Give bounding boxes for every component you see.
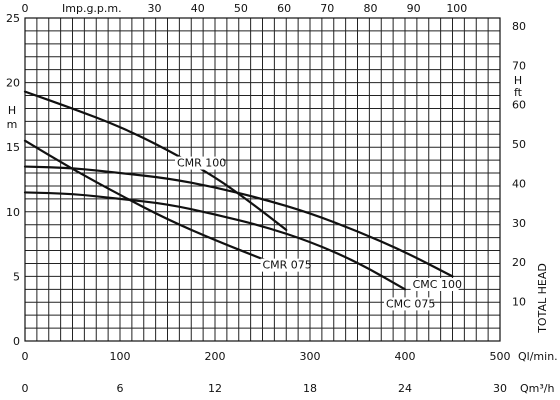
plot-frame bbox=[24, 17, 501, 342]
series-label: CMC 075 bbox=[386, 297, 435, 310]
y-right-tick-label: 70 bbox=[512, 59, 526, 72]
x-top-tick-label: 70 bbox=[320, 2, 334, 15]
chart-grid bbox=[24, 17, 501, 342]
y-right-tick-label: 20 bbox=[512, 256, 526, 269]
series-labels: CMR 100 CMR 075 CMC 100 CMC 075 bbox=[175, 156, 462, 311]
x-top-tick-label: 50 bbox=[234, 2, 248, 15]
y-left-axis-label: H bbox=[8, 104, 16, 117]
series-label: CMC 100 bbox=[413, 278, 462, 291]
y-right-axis-label: H bbox=[514, 74, 522, 87]
series-curves bbox=[23, 90, 454, 291]
y-right-axis-title: TOTAL HEAD bbox=[536, 263, 549, 334]
x-secondary-tick-label: 12 bbox=[208, 382, 222, 395]
y-left-axis-label: m bbox=[7, 118, 18, 131]
series-line-cmc-075 bbox=[23, 191, 407, 291]
x-tick-label: 300 bbox=[300, 350, 321, 363]
x-top-tick-label: 100 bbox=[446, 2, 467, 15]
y-right-tick-label: 50 bbox=[512, 138, 526, 151]
x-secondary-tick-label: 24 bbox=[398, 382, 412, 395]
series-line-cmr-075 bbox=[23, 139, 269, 262]
series-label-bg bbox=[175, 156, 223, 170]
y-right-axis-label: ft bbox=[514, 86, 523, 99]
x-tick-label: 400 bbox=[395, 350, 416, 363]
y-right-tick-label: 30 bbox=[512, 217, 526, 230]
series-line-cmr-100 bbox=[23, 90, 288, 231]
x-tick-label: 100 bbox=[110, 350, 131, 363]
series-label-bg bbox=[260, 258, 309, 272]
y-left-tick-label: 5 bbox=[13, 270, 20, 283]
x-top-tick-label: 60 bbox=[277, 2, 291, 15]
x-tick-label: 500 bbox=[490, 350, 511, 363]
y-left-tick-label: 0 bbox=[13, 335, 20, 348]
x-axis-unit-label: Ql/min. bbox=[518, 350, 558, 363]
x-top-tick-label: 30 bbox=[148, 2, 162, 15]
x-tick-label: 0 bbox=[22, 350, 29, 363]
series-label-bg bbox=[384, 297, 432, 311]
y-right-tick-label: 40 bbox=[512, 177, 526, 190]
y-right-tick-label: 60 bbox=[512, 99, 526, 112]
x-top-tick-label: 0 bbox=[22, 2, 29, 15]
x-secondary-tick-label: 18 bbox=[303, 382, 317, 395]
y-left-tick-label: 10 bbox=[6, 206, 20, 219]
series-label: CMR 100 bbox=[177, 157, 226, 170]
y-left-tick-label: 15 bbox=[6, 141, 20, 154]
series-label: CMR 075 bbox=[263, 259, 312, 272]
y-left-tick-label: 20 bbox=[6, 77, 20, 90]
x-top-tick-label: 90 bbox=[407, 2, 421, 15]
y-right-tick-label: 80 bbox=[512, 20, 526, 33]
x-top-unit-label: Imp.g.p.m. bbox=[62, 2, 122, 15]
x-secondary-unit-label: Qm³/h bbox=[520, 382, 554, 395]
x-secondary-tick-label: 30 bbox=[493, 382, 507, 395]
x-secondary-tick-label: 0 bbox=[22, 382, 29, 395]
x-tick-label: 200 bbox=[205, 350, 226, 363]
series-label-bg bbox=[410, 278, 459, 292]
x-top-tick-label: 40 bbox=[191, 2, 205, 15]
y-left-tick-label: 25 bbox=[6, 12, 20, 25]
series-line-cmc-100 bbox=[23, 165, 454, 278]
x-top-tick-label: 80 bbox=[363, 2, 377, 15]
x-secondary-tick-label: 6 bbox=[117, 382, 124, 395]
y-right-tick-label: 10 bbox=[512, 296, 526, 309]
